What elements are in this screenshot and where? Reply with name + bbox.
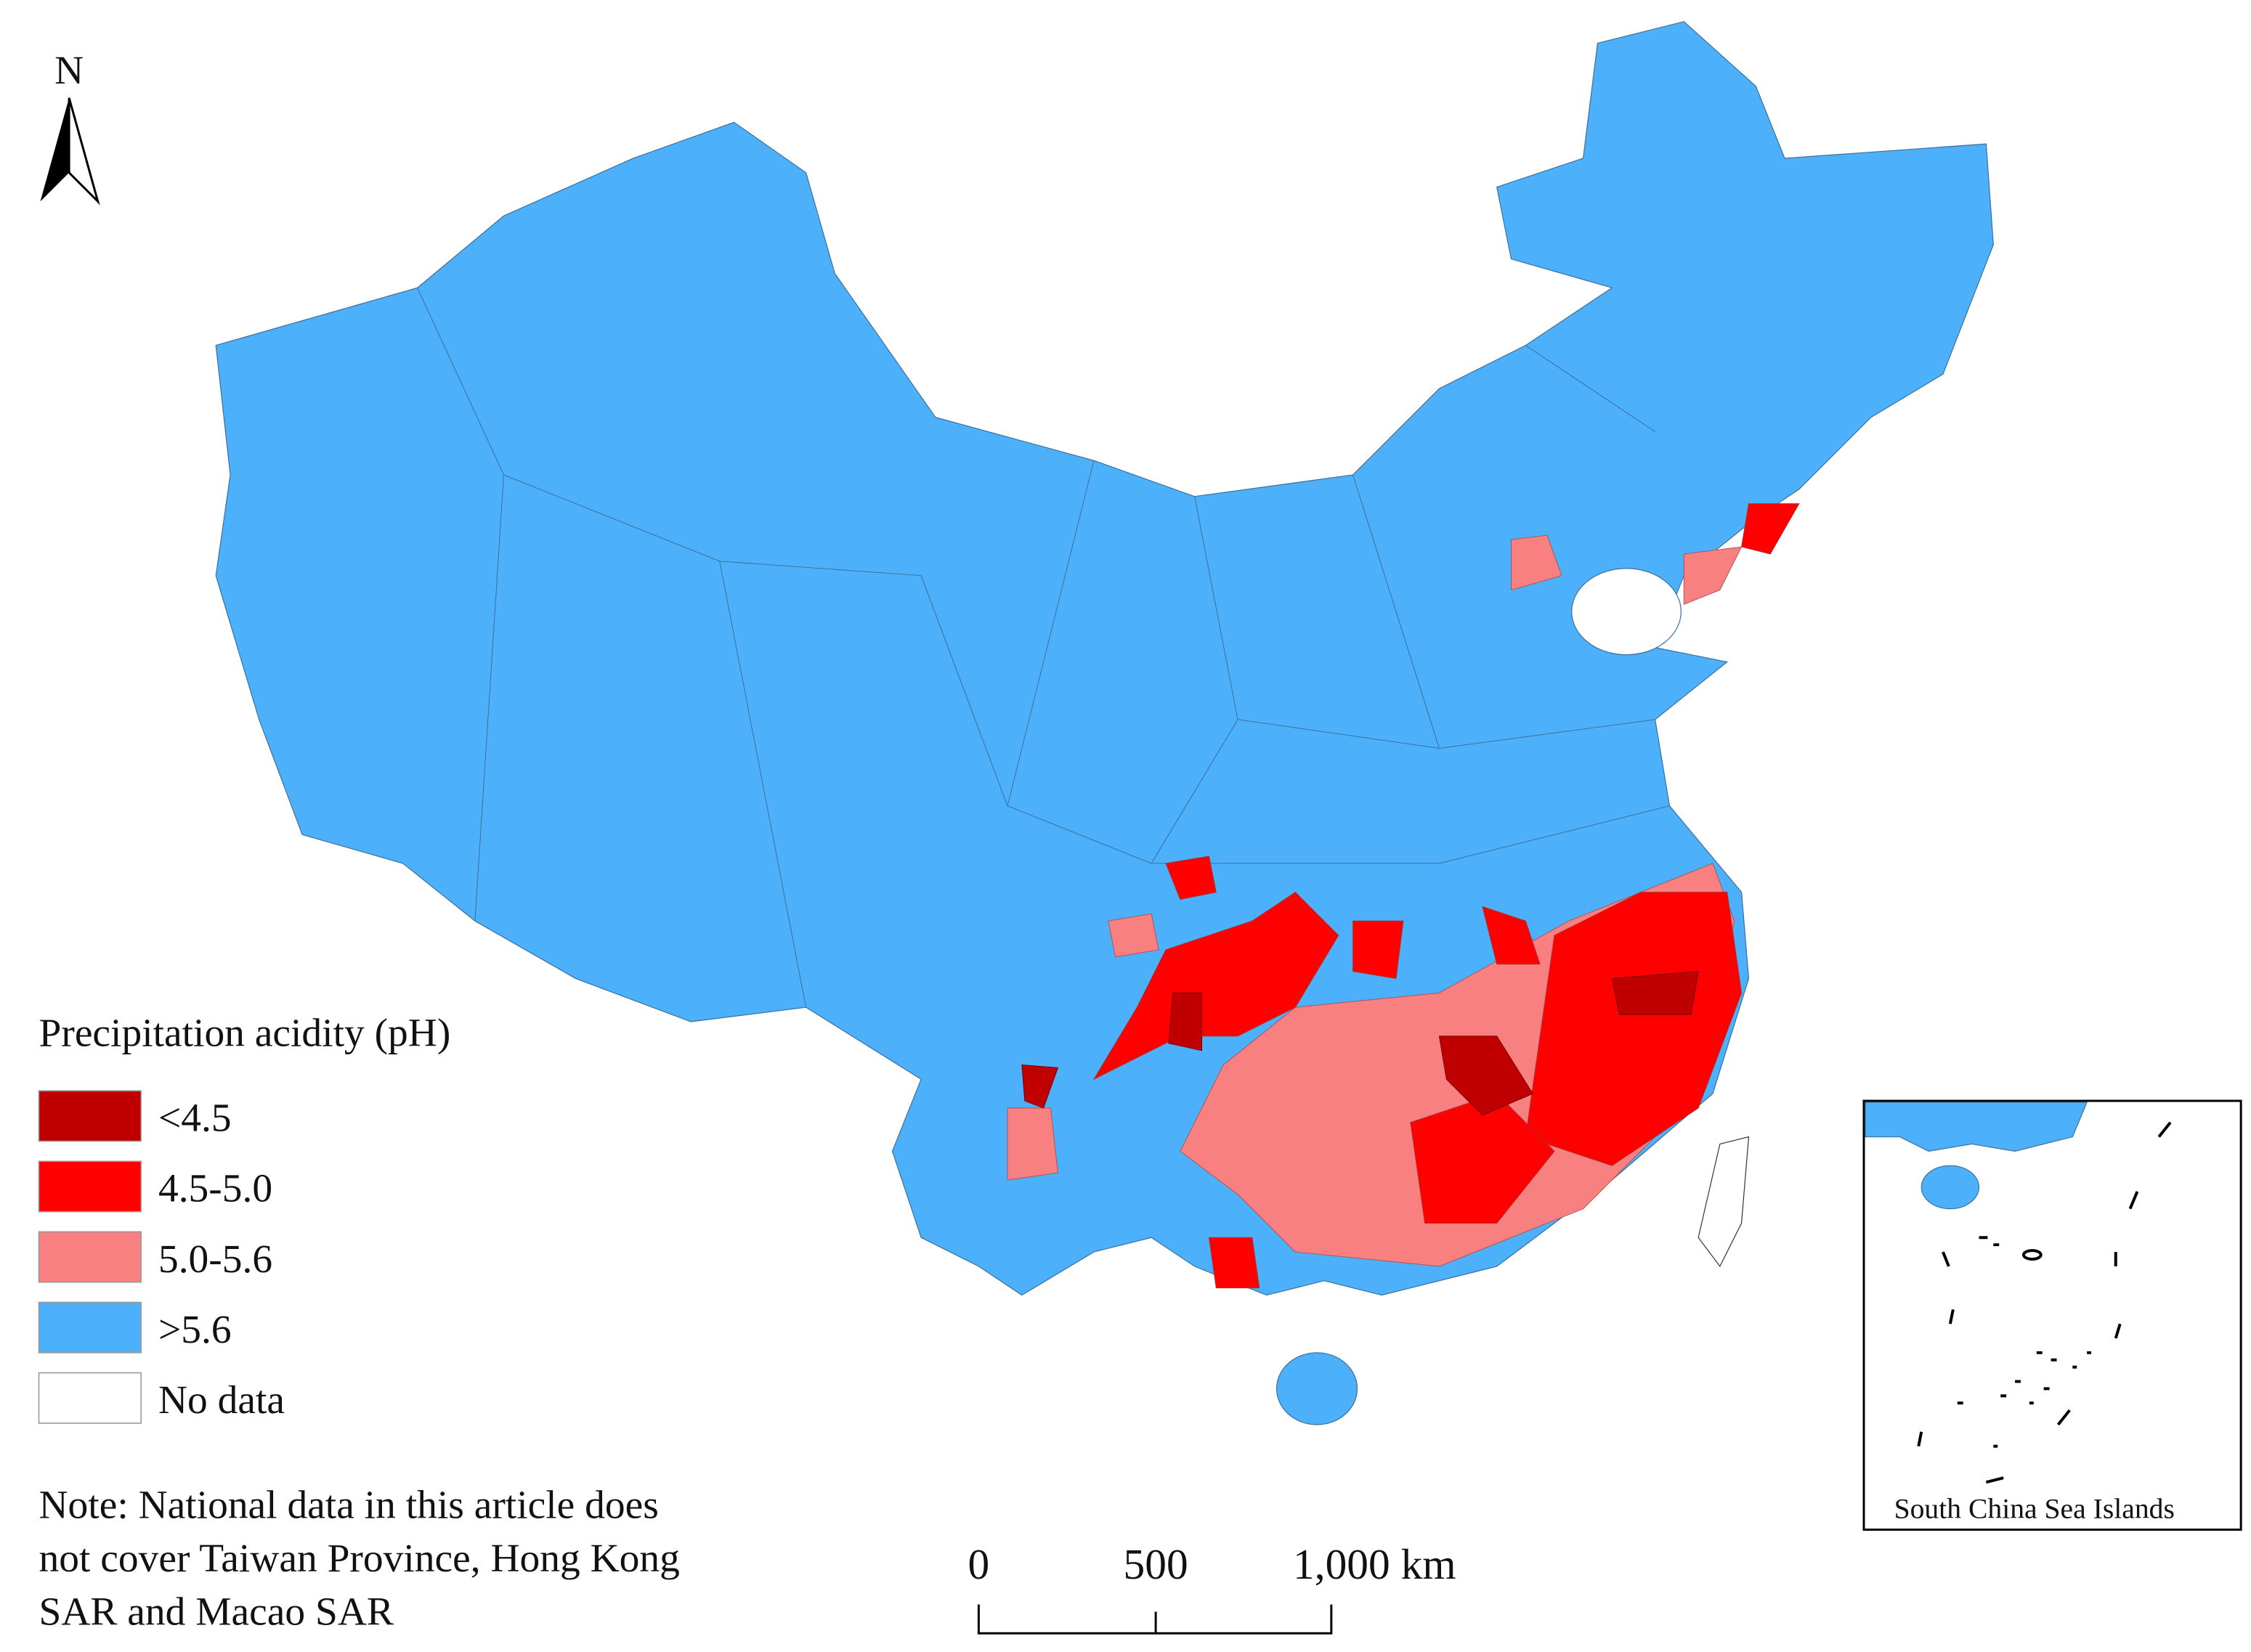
inset-coast: [1865, 1102, 2088, 1152]
acid-regions: [1007, 503, 1800, 1289]
mainland: [215, 21, 1994, 1296]
legend: <4.5 4.5-5.0 5.0-5.6 >5.6 No data: [38, 1090, 285, 1424]
legend-label: <4.5: [158, 1096, 232, 1141]
scale-label: 0: [968, 1540, 990, 1588]
inset-islands: [1917, 1121, 2172, 1484]
hainan: [1275, 1352, 1358, 1425]
legend-label: >5.6: [158, 1308, 232, 1352]
north-label: N: [54, 49, 84, 93]
legend-label: No data: [158, 1378, 285, 1423]
inset-hainan: [1921, 1165, 1980, 1210]
north-arrow: [40, 97, 70, 202]
legend-swatch: [38, 1090, 142, 1142]
north-arrow: [68, 97, 100, 206]
note-line: Note: National data in this article does: [38, 1484, 658, 1528]
legend-label: 4.5-5.0: [158, 1167, 272, 1211]
legend-label: 5.0-5.6: [158, 1237, 272, 1282]
scale-label: 1,000 km: [1293, 1540, 1456, 1588]
bohai-sea: [1571, 568, 1682, 656]
borders: [417, 288, 1670, 1008]
scale-label: 500: [1124, 1540, 1188, 1588]
legend-swatch: [38, 1231, 142, 1283]
scale-bar: [977, 1604, 1333, 1635]
note: Note: National data in this article does…: [38, 1484, 679, 1635]
legend-swatch: [38, 1160, 142, 1213]
inset-frame: [1862, 1099, 2242, 1531]
inset-label: South China Sea Islands: [1894, 1493, 2175, 1525]
scale-labels: 0 500 1,000 km: [968, 1540, 1456, 1588]
note-line: SAR and Macao SAR: [38, 1590, 393, 1634]
legend-swatch: [38, 1301, 142, 1354]
legend-title: Precipitation acidity (pH): [38, 1012, 450, 1056]
note-line: not cover Taiwan Province, Hong Kong: [38, 1537, 679, 1581]
legend-swatch: [38, 1372, 142, 1424]
taiwan: [1698, 1136, 1750, 1268]
